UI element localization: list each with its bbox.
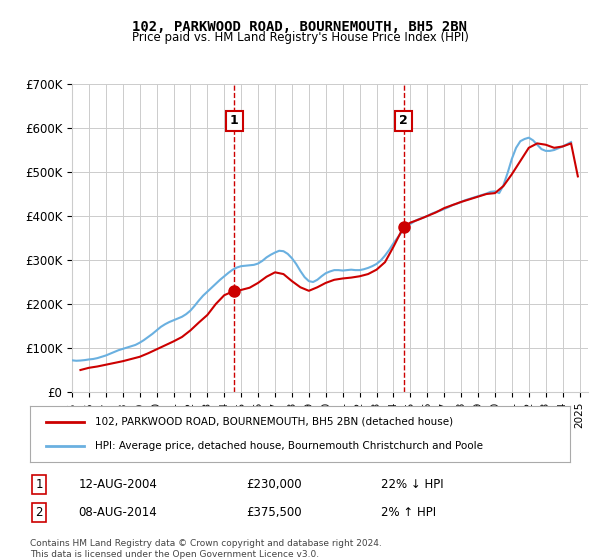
Text: 08-AUG-2014: 08-AUG-2014 <box>79 506 157 519</box>
Text: 2% ↑ HPI: 2% ↑ HPI <box>381 506 436 519</box>
Text: This data is licensed under the Open Government Licence v3.0.: This data is licensed under the Open Gov… <box>30 550 319 559</box>
Text: £375,500: £375,500 <box>246 506 302 519</box>
Text: Contains HM Land Registry data © Crown copyright and database right 2024.: Contains HM Land Registry data © Crown c… <box>30 539 382 548</box>
Text: 12-AUG-2004: 12-AUG-2004 <box>79 478 157 491</box>
Text: 2: 2 <box>399 114 408 128</box>
Text: 1: 1 <box>35 478 43 491</box>
Text: 102, PARKWOOD ROAD, BOURNEMOUTH, BH5 2BN: 102, PARKWOOD ROAD, BOURNEMOUTH, BH5 2BN <box>133 20 467 34</box>
Text: Price paid vs. HM Land Registry's House Price Index (HPI): Price paid vs. HM Land Registry's House … <box>131 31 469 44</box>
Text: 102, PARKWOOD ROAD, BOURNEMOUTH, BH5 2BN (detached house): 102, PARKWOOD ROAD, BOURNEMOUTH, BH5 2BN… <box>95 417 453 427</box>
Text: 1: 1 <box>230 114 239 128</box>
Text: £230,000: £230,000 <box>246 478 302 491</box>
Text: 2: 2 <box>35 506 43 519</box>
Text: HPI: Average price, detached house, Bournemouth Christchurch and Poole: HPI: Average price, detached house, Bour… <box>95 441 483 451</box>
Text: 22% ↓ HPI: 22% ↓ HPI <box>381 478 443 491</box>
